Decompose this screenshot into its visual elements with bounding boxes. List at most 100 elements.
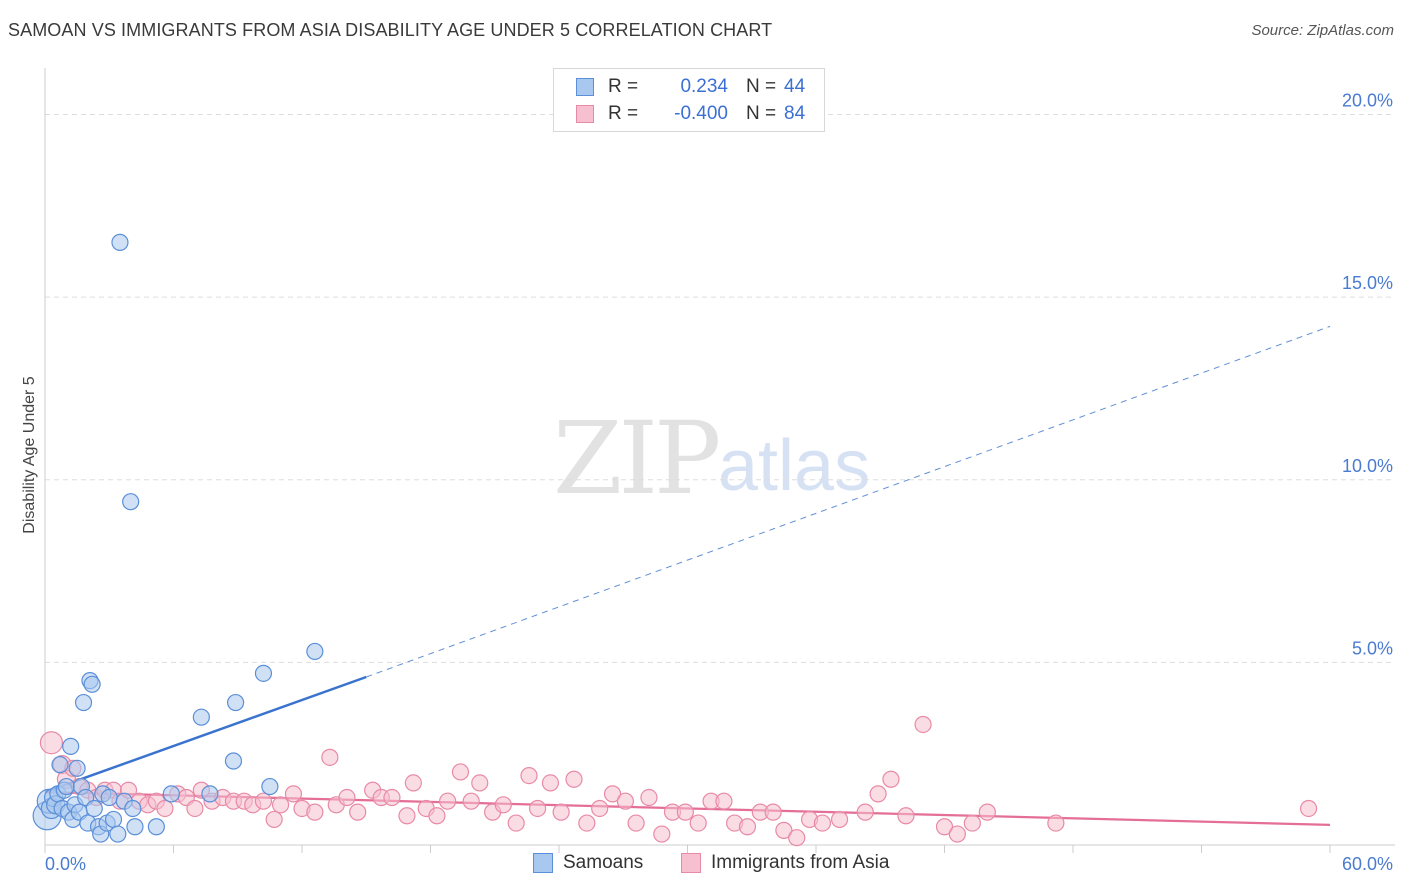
asia-point-54 xyxy=(591,799,609,818)
asia-point-61 xyxy=(676,803,694,821)
asia-point-14 xyxy=(156,799,174,818)
y-tick-label-3: 20.0% xyxy=(1342,91,1393,111)
samoans-swatch xyxy=(533,853,553,873)
asia-point-59 xyxy=(653,825,671,843)
samoan-point-32 xyxy=(122,493,140,511)
asia-point-74 xyxy=(856,803,874,821)
r-value: 0.234 xyxy=(680,76,728,97)
source-label: Source: ZipAtlas.com xyxy=(1251,22,1394,39)
asia-point-41 xyxy=(439,792,457,810)
samoan-point-29 xyxy=(109,825,127,843)
y-tick-label-2: 15.0% xyxy=(1342,273,1393,293)
samoan-point-34 xyxy=(126,818,144,836)
asia-point-53 xyxy=(578,814,596,832)
asia-point-30 xyxy=(321,748,339,766)
asia-point-83 xyxy=(1047,814,1065,832)
asia-point-66 xyxy=(738,818,757,836)
samoan-point-6 xyxy=(51,756,69,774)
asia-swatch xyxy=(576,105,594,123)
chart-title: SAMOAN VS IMMIGRANTS FROM ASIA DISABILIT… xyxy=(8,20,773,40)
asia-point-26 xyxy=(271,796,290,814)
asia-point-77 xyxy=(897,807,915,825)
asia-point-79 xyxy=(935,818,954,836)
asia-point-80 xyxy=(948,825,966,843)
samoans-trend-extension xyxy=(366,325,1331,678)
asia-point-73 xyxy=(830,810,849,829)
asia-point-69 xyxy=(775,821,793,839)
samoan-point-42 xyxy=(261,777,279,796)
legend-row-asia: R = -0.400 N = 84 xyxy=(576,101,805,127)
trend-lines xyxy=(44,325,1331,827)
asia-point-50 xyxy=(541,774,560,792)
samoan-point-38 xyxy=(201,785,219,803)
r-value: -0.400 xyxy=(674,103,728,124)
samoans-swatch xyxy=(576,78,594,96)
asia-point-43 xyxy=(462,792,480,810)
samoan-point-21 xyxy=(83,675,101,693)
asia-point-51 xyxy=(552,803,570,821)
asia-point-57 xyxy=(627,814,645,832)
asia-point-49 xyxy=(528,799,547,818)
asia-point-82 xyxy=(978,803,996,821)
samoan-point-37 xyxy=(192,708,210,726)
samoan-point-41 xyxy=(254,664,273,682)
asia-point-32 xyxy=(338,788,356,807)
legend-item-asia[interactable]: Immigrants from Asia xyxy=(681,852,889,874)
samoan-point-14 xyxy=(68,759,86,777)
asia-point-64 xyxy=(715,792,733,810)
samoan-point-33 xyxy=(124,799,142,818)
asia-point-42 xyxy=(451,763,470,781)
asia-point-29 xyxy=(306,803,324,821)
asia-point-48 xyxy=(520,767,538,785)
asia-swatch xyxy=(681,853,701,873)
samoan-point-9 xyxy=(57,777,76,796)
n-label: N = xyxy=(746,76,777,97)
y-tick-label-1: 10.0% xyxy=(1342,456,1393,476)
asia-point-75 xyxy=(869,785,887,803)
series-legend: Samoans Immigrants from Asia xyxy=(0,852,1406,878)
asia-point-58 xyxy=(640,788,658,807)
asia-point-27 xyxy=(284,785,303,803)
x-tick-label-1: 60.0% xyxy=(1342,854,1393,874)
data-points xyxy=(32,233,1318,847)
legend-label-samoans: Samoans xyxy=(563,852,644,873)
asia-point-36 xyxy=(383,788,401,807)
y-tick-label-0: 5.0% xyxy=(1352,638,1393,658)
asia-point-52 xyxy=(565,770,583,788)
samoan-point-27 xyxy=(100,788,118,807)
r-label: R = xyxy=(608,76,639,97)
asia-point-76 xyxy=(882,770,900,788)
correlation-legend: R = 0.234 N = 44 R = -0.400 N = 84 xyxy=(553,68,825,132)
samoan-point-36 xyxy=(162,785,180,803)
legend-label-asia: Immigrants from Asia xyxy=(711,852,890,873)
asia-point-37 xyxy=(398,807,416,825)
asia-point-72 xyxy=(813,814,832,832)
tick-labels: 5.0% 10.0% 15.0% 20.0% 0.0% 60.0% xyxy=(45,91,1393,874)
asia-point-55 xyxy=(603,785,622,803)
asia-point-0 xyxy=(39,731,64,755)
samoan-point-43 xyxy=(306,642,324,661)
asia-point-25 xyxy=(265,810,283,829)
asia-point-33 xyxy=(349,803,367,821)
watermark-zip: ZIP xyxy=(553,400,721,517)
asia-point-84 xyxy=(1299,799,1318,818)
watermark-atlas: atlas xyxy=(718,426,871,506)
asia-point-56 xyxy=(616,792,634,810)
x-tick-label-0: 0.0% xyxy=(45,854,86,874)
grid-lines xyxy=(45,114,1395,663)
samoan-point-35 xyxy=(147,818,165,836)
legend-item-samoans[interactable]: Samoans xyxy=(533,852,643,874)
asia-point-24 xyxy=(254,792,273,810)
asia-point-62 xyxy=(689,814,707,832)
n-value: 84 xyxy=(784,103,806,124)
samoan-point-30 xyxy=(111,233,129,251)
legend-row-samoans: R = 0.234 N = 44 xyxy=(576,74,805,100)
y-axis-label: Disability Age Under 5 xyxy=(21,376,38,534)
samoan-point-11 xyxy=(62,737,80,755)
asia-point-78 xyxy=(914,715,932,734)
asia-point-40 xyxy=(428,807,446,825)
asia-point-47 xyxy=(507,814,525,832)
axes xyxy=(44,68,1395,853)
asia-point-70 xyxy=(788,829,806,847)
